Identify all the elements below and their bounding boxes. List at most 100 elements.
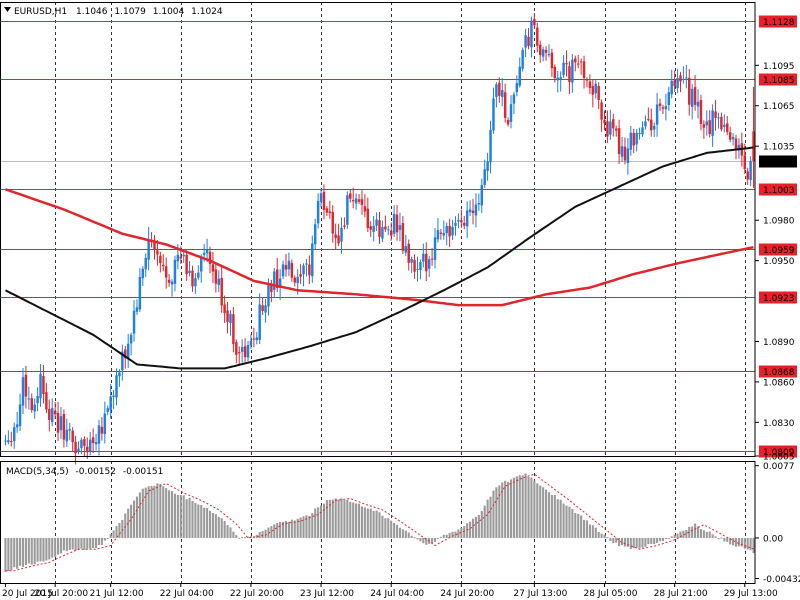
macd-header: MACD(5,34,5) -0.00152 -0.00151 (6, 467, 163, 477)
candle-body (477, 203, 481, 205)
candle-body (62, 413, 66, 440)
macd-bar (545, 489, 548, 538)
macd-bar (261, 531, 264, 538)
candle-body (343, 225, 346, 227)
macd-bar (36, 537, 39, 562)
candle-body (568, 66, 571, 83)
candle-body (498, 82, 501, 96)
candle-body (223, 304, 226, 314)
candle-body (334, 234, 337, 239)
candle-body (427, 259, 431, 269)
candle-body (273, 271, 276, 290)
candle-body (448, 225, 451, 237)
candle-body (679, 75, 682, 82)
macd-bar (542, 487, 545, 538)
candle-body (547, 54, 551, 56)
candle-body (103, 413, 107, 435)
macd-y-tick-label: 0.0077 (763, 462, 795, 472)
dropdown-triangle-icon[interactable] (4, 7, 11, 12)
x-tick-label: 28 Jul 05:00 (584, 589, 638, 599)
candle-body (544, 49, 548, 53)
candle-body (696, 101, 700, 107)
candle-body (235, 342, 238, 355)
candle-body (685, 77, 688, 79)
candle-body (752, 131, 755, 161)
candle-body (59, 416, 63, 431)
macd-bar (94, 537, 98, 549)
candle-body (465, 210, 469, 227)
candle-body (670, 80, 673, 95)
level-price-tag (759, 15, 797, 28)
macd-bar (474, 516, 477, 538)
macd-bar (603, 534, 606, 538)
macd-bar (512, 477, 515, 538)
macd-bar (135, 496, 139, 538)
candle-body (457, 219, 460, 222)
candle-body (217, 278, 221, 286)
macd-bar (162, 486, 165, 538)
macd-bar (729, 537, 732, 545)
macd-bar (346, 499, 349, 538)
candle-body (708, 120, 711, 135)
candle-body (454, 222, 457, 226)
candle-body (86, 446, 89, 453)
candle-body (644, 121, 647, 127)
macd-bar (331, 499, 334, 538)
macd-bar (118, 523, 121, 538)
x-tick-label: 28 Jul 21:00 (654, 589, 708, 599)
candle-body (132, 310, 136, 334)
macd-bar (311, 513, 314, 538)
macd-bar (217, 516, 220, 538)
macd-bar (653, 537, 656, 545)
macd-bar (200, 505, 203, 538)
candle-body (337, 235, 340, 244)
macd-bar (276, 522, 279, 538)
candle-body (39, 373, 42, 399)
macd-bar (226, 525, 229, 538)
candle-body (378, 220, 381, 237)
candle-body (711, 110, 714, 136)
macd-bar (489, 496, 492, 538)
macd-bar (696, 526, 700, 538)
macd-bar (57, 537, 60, 555)
macd-bar (328, 499, 331, 538)
macd-bar (16, 537, 19, 569)
level-price-tag (759, 365, 797, 378)
macd-bar (694, 523, 697, 538)
candle-body (197, 272, 200, 278)
candle-body (191, 270, 194, 287)
macd-bar (179, 495, 182, 538)
candle-body (638, 133, 641, 135)
candle-body (579, 61, 583, 63)
macd-bar (45, 537, 48, 561)
macd-bar (553, 494, 556, 538)
macd-bar (413, 537, 416, 539)
macd-bar (124, 513, 127, 538)
candle-body (445, 225, 448, 234)
candle-body (509, 104, 513, 122)
macd-bar (667, 537, 670, 539)
candle-body (439, 232, 443, 234)
macd-bar (51, 537, 54, 558)
macd-bar (711, 534, 714, 538)
macd-bar (241, 536, 244, 538)
candle-body (45, 392, 48, 410)
candle-body (597, 85, 600, 100)
candle-body (83, 439, 86, 446)
macd-bar (451, 531, 454, 538)
macd-bar (194, 502, 197, 538)
x-tick-label: 24 Jul 20:00 (440, 589, 494, 599)
candle-body (308, 264, 311, 276)
level-price-tag (759, 243, 797, 256)
candle-body (486, 161, 489, 171)
macd-bar (504, 480, 507, 538)
macd-bar (232, 531, 235, 538)
candle-body (118, 372, 121, 377)
macd-bar (439, 536, 442, 538)
macd-bar (153, 485, 156, 538)
macd-bar (282, 521, 285, 538)
macd-bar (734, 537, 738, 547)
candle-body (650, 119, 653, 131)
macd-bar (138, 492, 141, 538)
candle-body (141, 268, 145, 279)
